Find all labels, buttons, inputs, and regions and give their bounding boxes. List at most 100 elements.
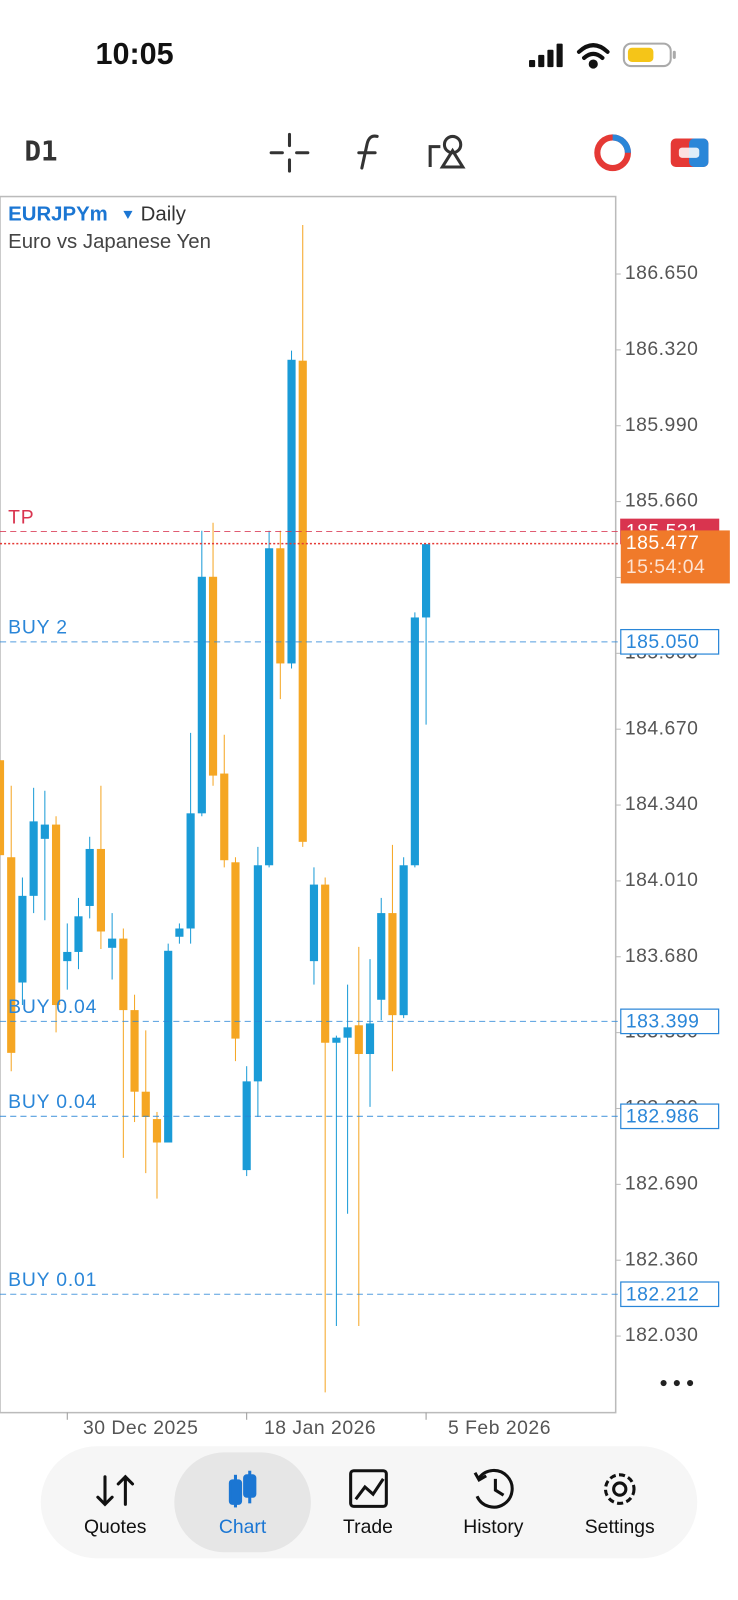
- candle-body: [388, 913, 397, 1016]
- trading-signals-button[interactable]: [594, 134, 631, 172]
- trade-icon: [349, 1469, 388, 1508]
- y-tick-label: 182.360: [625, 1248, 699, 1270]
- candle-body: [63, 951, 72, 962]
- current-price-box: [620, 530, 730, 584]
- candle-body: [309, 884, 319, 962]
- timeframe[interactable]: D1: [24, 136, 57, 168]
- candle-body: [265, 548, 274, 866]
- y-tick-label: 183.680: [625, 945, 699, 967]
- candle-body: [85, 848, 94, 906]
- x-tick-label: 18 Jan 2026: [264, 1417, 376, 1439]
- indicators-button[interactable]: [357, 134, 379, 170]
- candle-body: [152, 1119, 162, 1143]
- candle-body: [287, 359, 296, 664]
- candle-body: [298, 360, 307, 842]
- current-price-label: 185.477: [626, 532, 700, 554]
- candle-body: [276, 548, 285, 664]
- nav-label[interactable]: Settings: [585, 1516, 655, 1538]
- order-level-name: BUY 2: [8, 617, 68, 639]
- symbol-dropdown[interactable]: [123, 210, 133, 219]
- y-tick-label: 184.340: [625, 793, 699, 815]
- bar-timer: 15:54:04: [626, 556, 705, 578]
- bottom-nav: [40, 1446, 698, 1559]
- order-price-label: 182.212: [626, 1283, 700, 1305]
- candle-body: [130, 1010, 139, 1092]
- candle-body: [40, 824, 49, 839]
- y-tick-label: 182.690: [625, 1172, 699, 1194]
- battery-icon: [622, 42, 676, 68]
- y-tick-label: 185.990: [625, 414, 699, 436]
- candle-body: [231, 862, 240, 1039]
- candle-body: [410, 617, 419, 866]
- candle-body: [108, 938, 117, 948]
- candle-body: [242, 1081, 251, 1171]
- candle-body: [321, 884, 330, 1043]
- candle-body: [7, 857, 16, 1053]
- candle-body: [119, 938, 128, 1011]
- crosshair-button[interactable]: [269, 132, 310, 173]
- symbol[interactable]: EURJPYm: [8, 203, 108, 225]
- chart-overlay: EURJPYm Daily Euro vs Japanese Yen: [8, 203, 694, 1387]
- symbol-description: Euro vs Japanese Yen: [8, 231, 211, 253]
- candle-body: [0, 760, 5, 856]
- candle-body: [141, 1091, 150, 1117]
- quotes-icon: [96, 1474, 135, 1507]
- candle-body: [343, 1027, 352, 1038]
- chart: 186.650186.320185.990185.660185.330185.0…: [0, 195, 730, 1439]
- period: Daily: [141, 203, 187, 225]
- order-price-box: [620, 1008, 720, 1035]
- settings-icon: [603, 1473, 636, 1505]
- nav-active-pill: [174, 1452, 311, 1553]
- candle-body: [175, 928, 184, 937]
- order-price-box: [620, 1281, 720, 1308]
- y-tick-label: 186.650: [625, 262, 699, 284]
- candle-body: [253, 865, 262, 1082]
- candle-body: [208, 576, 218, 776]
- candle-body: [220, 773, 229, 861]
- y-tick-label: 184.670: [625, 717, 699, 739]
- nav-label[interactable]: History: [463, 1516, 524, 1538]
- more-button[interactable]: [660, 1380, 694, 1387]
- candle-body: [332, 1037, 341, 1043]
- candle-body: [365, 1023, 375, 1055]
- objects-button[interactable]: [428, 134, 466, 169]
- candle-body: [51, 824, 61, 1006]
- candle-body: [377, 913, 386, 1000]
- one-click-button[interactable]: [670, 138, 709, 167]
- nav-bar: [40, 1446, 698, 1559]
- candle-body: [96, 848, 105, 932]
- x-tick-label: 5 Feb 2026: [448, 1417, 551, 1439]
- candle-body: [354, 1025, 363, 1055]
- order-price-label: 183.399: [626, 1010, 700, 1032]
- candle-body: [18, 895, 27, 983]
- candle-body: [74, 916, 83, 952]
- history-icon: [473, 1468, 514, 1509]
- order-price-box: [620, 628, 720, 655]
- order-level-name: TP: [8, 506, 34, 528]
- nav-label[interactable]: Chart: [219, 1516, 267, 1538]
- order-level-name: BUY 0.04: [8, 996, 97, 1018]
- order-level-name: BUY 0.01: [8, 1269, 97, 1291]
- plot-area: [0, 195, 617, 1414]
- candle-body: [164, 950, 173, 1143]
- wifi-icon: [576, 43, 610, 69]
- y-tick-label: 182.030: [625, 1324, 699, 1346]
- signal-icon: [529, 43, 563, 68]
- y-tick-label: 186.320: [625, 338, 699, 360]
- order-price-label: 182.986: [626, 1105, 700, 1127]
- candle-body: [197, 576, 206, 814]
- y-tick-label: 185.660: [625, 490, 699, 512]
- order-price-label: 185.050: [626, 631, 700, 653]
- nav-label[interactable]: Quotes: [84, 1516, 146, 1538]
- candle-body: [29, 821, 38, 896]
- x-tick-label: 30 Dec 2025: [83, 1417, 198, 1439]
- order-level-name: BUY 0.04: [8, 1091, 97, 1113]
- order-price-box: [620, 1103, 720, 1130]
- chart-icon: [228, 1470, 257, 1508]
- status-time: 10:05: [95, 37, 173, 71]
- candle-body: [399, 865, 408, 1016]
- candle-body: [186, 813, 195, 929]
- nav-label[interactable]: Trade: [343, 1516, 393, 1538]
- y-tick-label: 184.010: [625, 869, 699, 891]
